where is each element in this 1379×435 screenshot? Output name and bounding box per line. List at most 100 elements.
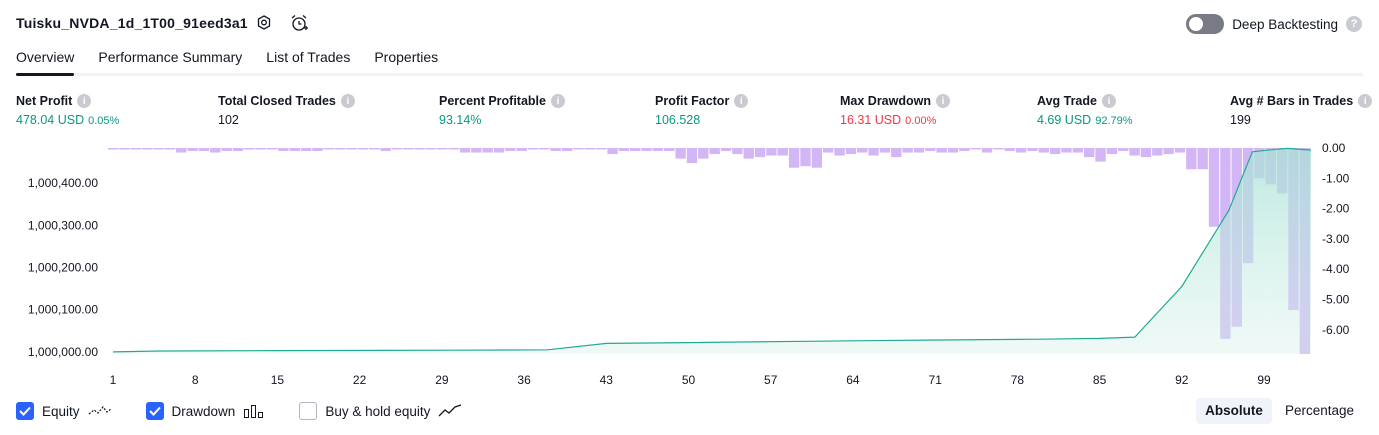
- drawdown-bar: [1004, 148, 1015, 152]
- x-tick-label: 50: [682, 373, 696, 387]
- drawdown-bar: [1140, 148, 1152, 158]
- equity-area: [113, 148, 1311, 354]
- drawdown-axis: 0.00 -1.00 -2.00 -3.00 -4.00 -5.00 -6.00: [1322, 141, 1350, 337]
- percentage-button[interactable]: Percentage: [1284, 403, 1354, 418]
- drawdown-bar: [369, 148, 380, 150]
- drawdown-bar: [913, 148, 925, 153]
- drawdown-bar: [754, 148, 766, 158]
- metric-label: Avg # Bars in Trades: [1230, 94, 1354, 108]
- drawdown-bar: [482, 148, 493, 153]
- x-tick-label: 22: [353, 373, 367, 387]
- drawdown-tick-label: -2.00: [1322, 202, 1350, 216]
- deep-backtesting-toggle[interactable]: [1186, 14, 1225, 34]
- info-icon[interactable]: i: [77, 94, 92, 108]
- tab-overview[interactable]: Overview: [16, 46, 75, 76]
- chart-legend: Equity Drawdown Buy & hold equity: [16, 400, 496, 422]
- x-tick-label: 64: [846, 373, 860, 387]
- drawdown-bar: [573, 148, 584, 150]
- equity-axis: 1,000,000.00 1,000,100.00 1,000,200.00 1,00…: [28, 176, 98, 359]
- alarm-clock-icon[interactable]: [289, 13, 309, 33]
- drawdown-bar: [834, 148, 845, 156]
- drawdown-bar: [334, 148, 346, 150]
- drawdown-bar: [516, 148, 527, 152]
- equity-series: [112, 147, 1312, 354]
- drawdown-bar: [1152, 148, 1163, 156]
- drawdown-bar: [641, 148, 652, 152]
- x-tick-label: 36: [517, 373, 531, 387]
- toggle-knob: [1189, 17, 1204, 31]
- buy-hold-line-icon: [438, 404, 462, 417]
- drawdown-bar: [686, 148, 698, 164]
- drawdown-bar: [959, 148, 970, 152]
- equity-checkbox[interactable]: [16, 402, 34, 420]
- tab-performance-summary[interactable]: Performance Summary: [98, 49, 243, 65]
- info-icon[interactable]: i: [550, 94, 565, 108]
- drawdown-bar: [289, 148, 300, 152]
- drawdown-bar: [312, 148, 323, 152]
- drawdown-bar: [1072, 148, 1084, 153]
- drawdown-bar: [902, 148, 913, 153]
- drawdown-bar: [346, 148, 357, 150]
- metric-total-closed-trades: Total Closed Trades i 102: [218, 93, 355, 127]
- drawdown-bar: [1095, 148, 1106, 162]
- drawdown-bar: [936, 148, 947, 153]
- equity-line: [112, 147, 1312, 353]
- drawdown-bar: [391, 148, 403, 150]
- drawdown-bar: [709, 148, 720, 155]
- drawdown-bar: [698, 148, 709, 159]
- drawdown-bar: [811, 148, 822, 168]
- drawdown-bar: [630, 148, 641, 152]
- equity-drawdown-chart[interactable]: 1,000,000.00 1,000,100.00 1,000,200.00 1,00…: [0, 140, 1379, 390]
- metric-label: Net Profit: [16, 94, 73, 108]
- legend-equity[interactable]: Equity: [16, 402, 112, 420]
- drawdown-bar: [119, 148, 130, 150]
- drawdown-bar: [675, 148, 686, 159]
- drawdown-bar: [947, 148, 959, 153]
- drawdown-checkbox[interactable]: [145, 402, 164, 420]
- report-header: Tuisku_NVDA_1d_1T00_91eed3a1 Deep Backte…: [0, 0, 1379, 46]
- metric-value: 93.14%: [439, 113, 482, 127]
- buy-hold-checkbox[interactable]: [299, 402, 318, 420]
- settings-gear-icon[interactable]: [254, 13, 274, 33]
- drawdown-bar: [210, 148, 221, 153]
- info-icon[interactable]: i: [734, 94, 749, 108]
- metric-label: Total Closed Trades: [218, 94, 336, 108]
- metric-percent: 0.00%: [905, 115, 937, 127]
- info-icon[interactable]: i: [936, 94, 950, 108]
- drawdown-bar: [1084, 148, 1095, 158]
- info-icon[interactable]: i: [1101, 94, 1116, 108]
- drawdown-bar: [925, 148, 936, 152]
- metric-avg-bars-in-trades: Avg # Bars in Trades i 199: [1230, 93, 1373, 127]
- metric-label: Max Drawdown: [840, 94, 931, 108]
- drawdown-bar: [255, 148, 266, 150]
- metric-avg-trade: Avg Trade i 4.69 USD 92.79%: [1037, 93, 1133, 127]
- drawdown-bar: [618, 148, 630, 152]
- legend-drawdown[interactable]: Drawdown: [145, 402, 266, 420]
- equity-tick-label: 1,000,200.00: [28, 261, 98, 275]
- drawdown-tick-label: 0.00: [1322, 141, 1346, 155]
- drawdown-bar: [720, 148, 732, 152]
- drawdown-bar: [981, 148, 993, 153]
- drawdown-bar: [879, 148, 891, 153]
- drawdown-tick-label: -3.00: [1322, 232, 1350, 246]
- drawdown-bar: [403, 148, 414, 150]
- drawdown-bar: [108, 148, 119, 150]
- drawdown-bar: [1049, 148, 1061, 155]
- absolute-button[interactable]: Absolute: [1196, 398, 1272, 424]
- info-icon[interactable]: i: [1358, 94, 1373, 108]
- legend-buy-hold[interactable]: Buy & hold equity: [299, 402, 462, 420]
- drawdown-bar: [777, 148, 788, 156]
- metric-label: Profit Factor: [655, 94, 730, 108]
- tab-properties[interactable]: Properties: [374, 49, 439, 65]
- drawdown-bar: [800, 148, 811, 167]
- help-icon[interactable]: ?: [1346, 16, 1362, 32]
- drawdown-bar: [459, 148, 471, 153]
- info-icon[interactable]: i: [340, 94, 355, 108]
- metric-percent-profitable: Percent Profitable i 93.14%: [439, 93, 565, 127]
- tab-list-of-trades[interactable]: List of Trades: [266, 49, 351, 65]
- x-tick-label: 8: [192, 373, 199, 387]
- drawdown-bar: [1015, 148, 1027, 153]
- x-tick-label: 15: [271, 373, 285, 387]
- x-tick-label: 1: [110, 373, 117, 387]
- drawdown-tick-label: -4.00: [1322, 262, 1350, 276]
